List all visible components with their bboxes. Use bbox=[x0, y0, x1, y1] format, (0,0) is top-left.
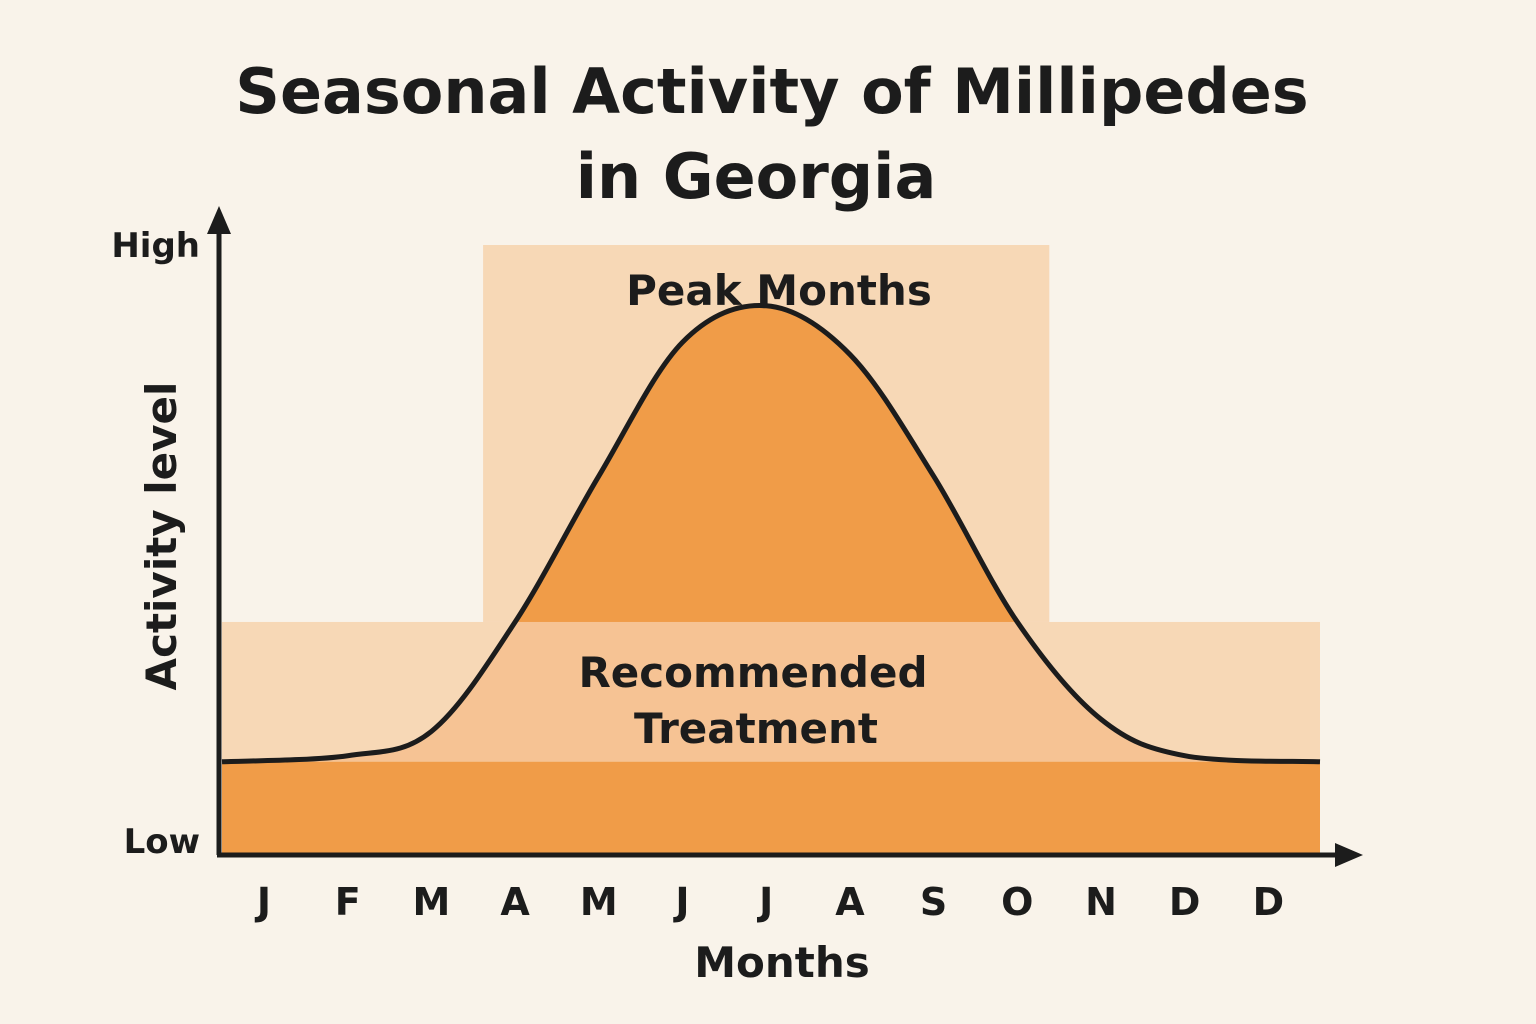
activity-area bbox=[222, 305, 1320, 854]
x-tick-label: D bbox=[1169, 880, 1201, 924]
x-tick-label: A bbox=[835, 880, 865, 924]
chart-title-line-1: Seasonal Activity of Millipedes bbox=[235, 55, 1308, 128]
x-tick-label: O bbox=[1001, 880, 1033, 924]
activity-curve bbox=[221, 303, 1321, 765]
x-tick-label: M bbox=[412, 880, 450, 924]
x-tick-label: J bbox=[672, 880, 689, 924]
x-tick-label: N bbox=[1085, 880, 1117, 924]
x-tick-label: J bbox=[756, 880, 773, 924]
y-tick-low: Low bbox=[124, 822, 200, 862]
y-tick-high: High bbox=[111, 226, 200, 266]
x-axis-label: Months bbox=[694, 938, 870, 987]
x-tick-label: D bbox=[1253, 880, 1285, 924]
peak-months-label: Peak Months bbox=[626, 266, 932, 315]
x-tick-label: S bbox=[920, 880, 947, 924]
x-axis-arrowhead bbox=[1335, 843, 1363, 867]
chart-title-line-2: in Georgia bbox=[576, 140, 937, 213]
x-tick-label: J bbox=[254, 880, 271, 924]
treatment-label-line-2: Treatment bbox=[634, 704, 878, 753]
y-axis-arrowhead bbox=[207, 206, 231, 234]
x-tick-label: A bbox=[500, 880, 530, 924]
x-tick-label: M bbox=[580, 880, 618, 924]
y-axis-label: Activity level bbox=[137, 382, 186, 691]
treatment-label-line-1: Recommended bbox=[578, 648, 927, 697]
x-tick-label: F bbox=[335, 880, 361, 924]
